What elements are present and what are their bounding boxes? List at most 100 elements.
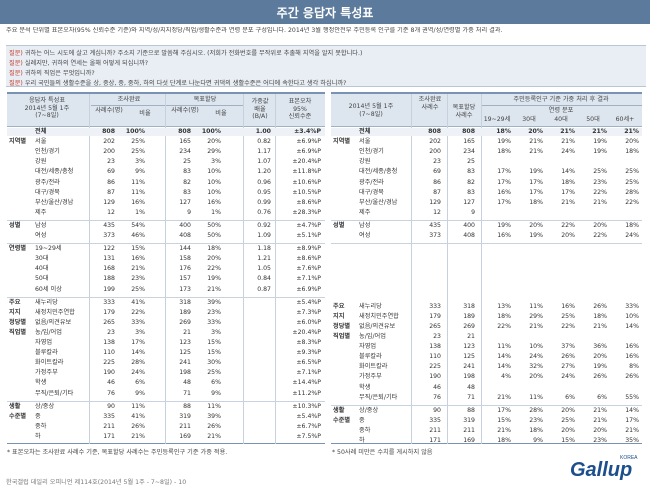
- row-label: 농/임/어업: [35, 328, 62, 336]
- cell-age-pct: 18%: [625, 148, 639, 156]
- cell-sample: 199: [103, 285, 115, 293]
- cell-sample: 131: [103, 255, 115, 263]
- table-row: 제주 12 9: [331, 209, 642, 217]
- cell-sample-pct: 25%: [131, 148, 145, 156]
- cell-age-pct: 18%: [529, 426, 543, 434]
- cell-age-pct: 6%: [565, 393, 575, 401]
- row-label: 50대: [35, 275, 49, 283]
- cell-age-pct: 21%: [529, 138, 543, 146]
- cell-target-pct: 23%: [207, 308, 221, 316]
- row-label: 없음/의견유보: [359, 322, 396, 330]
- table-row: 하 171 169 18% 9% 15% 23% 35%: [331, 437, 642, 445]
- row-label: 인천/경기: [359, 148, 384, 156]
- cell-sample-pct: 25%: [131, 285, 145, 293]
- cell-age-pct: 21%: [529, 148, 543, 156]
- cell-sample-pct: 24%: [131, 369, 145, 377]
- row-label: 전체: [359, 128, 371, 135]
- cell-target: 125: [179, 349, 191, 357]
- row-group: 지지: [9, 308, 21, 316]
- cell-age-pct: 22%: [593, 232, 607, 239]
- row-label: 대전/세종/충청: [359, 168, 398, 176]
- cell-age-pct: 20%: [529, 373, 543, 381]
- row-label: 블루칼라: [359, 353, 382, 361]
- cell-age-pct: 17%: [529, 188, 543, 196]
- cell-weight: 1.17: [257, 148, 271, 156]
- cell-target-pct: 10%: [207, 188, 221, 196]
- cell-age-pct: 14%: [497, 363, 511, 371]
- table-row: 제주 12 1% 9 1% 0.76 ±28.3%P: [7, 209, 325, 217]
- cell-sample: 333: [429, 302, 441, 310]
- cell-sample: 200: [103, 148, 115, 156]
- cell-sample-pct: 22%: [131, 308, 145, 316]
- right-age-1: 19~29세: [483, 116, 511, 123]
- title-bar: 주간 응답자 특성표: [0, 0, 650, 24]
- table-row: 광주/전라 86 11% 82 10% 0.96 ±10.6%P: [7, 179, 325, 187]
- table-row: 가정주부 190 24% 198 25% ±7.1%P: [7, 369, 325, 377]
- cell-sample: 335: [429, 416, 441, 424]
- cell-target: 165: [179, 138, 191, 146]
- cell-age-pct: 22%: [561, 221, 575, 229]
- row-group: 성별: [9, 221, 21, 229]
- cell-age-pct: 21%: [625, 426, 639, 434]
- cell-target: 127: [179, 198, 191, 206]
- cell-sample-pct: 15%: [131, 245, 145, 253]
- cell-sample: 90: [433, 406, 441, 414]
- cell-sample: 211: [429, 426, 441, 434]
- right-table: 2014년 5월 1주 (7~8일) 조사완료 사례수 목표할당 사례수 주민등…: [331, 92, 642, 444]
- cell-sample-pct: 3%: [135, 328, 145, 336]
- row-label: 부산/울산/경남: [359, 198, 398, 206]
- table-row: 중하 211 211 21% 18% 20% 20% 21%: [331, 427, 642, 435]
- cell-error: ±6.7%P: [296, 422, 321, 430]
- cell-weight: 0.76: [257, 208, 271, 216]
- cell-age-pct: 27%: [561, 363, 575, 371]
- cell-age-pct: 11%: [529, 393, 543, 401]
- cell-age-pct: 19%: [593, 138, 607, 146]
- cell-sample: 171: [103, 432, 115, 440]
- cell-error: ±8.6%P: [296, 255, 321, 263]
- cell-age-pct: 19%: [593, 148, 607, 156]
- cell-target-pct: 29%: [207, 148, 221, 156]
- cell-target-pct: 25%: [207, 369, 221, 377]
- cell-age-pct: 25%: [625, 178, 639, 186]
- row-label: 대전/세종/충청: [35, 168, 74, 176]
- table-row: 직업별 농/임/어업 23 21: [331, 333, 642, 341]
- row-divider: [7, 400, 325, 402]
- cell-weight: 1.05: [257, 265, 271, 273]
- row-label: 화이트칼라: [359, 363, 388, 371]
- row-label: 가정주부: [359, 373, 382, 381]
- cell-error: ±7.6%P: [296, 265, 321, 273]
- row-label: 강원: [359, 158, 371, 166]
- cell-sample: 23: [433, 158, 441, 166]
- cell-target: 127: [463, 198, 475, 206]
- cell-error: ±20.4%P: [292, 328, 321, 336]
- cell-age-pct: 18%: [529, 198, 543, 206]
- cell-age-pct: 24%: [561, 148, 575, 156]
- left-weight-col: 가중값 배율 (B/A): [251, 98, 269, 120]
- page-title: 주간 응답자 특성표: [276, 6, 374, 20]
- cell-age-pct: 17%: [497, 198, 511, 206]
- cell-age-pct: 24%: [529, 353, 543, 361]
- cell-sample-pct: 14%: [131, 349, 145, 357]
- table-row: 수준별 중 335 41% 319 39% ±5.4%P: [7, 413, 325, 421]
- cell-age-pct: 22%: [593, 188, 607, 196]
- cell-age-pct: 18%: [625, 221, 639, 229]
- cell-target: 176: [179, 265, 191, 273]
- left-sample-count: 사례수(명): [95, 107, 123, 114]
- table-row: 생활 상/중상 90 11% 88 11% ±10.3%P: [7, 403, 325, 411]
- row-label: 30대: [35, 255, 49, 263]
- cell-weight: 0.82: [257, 138, 271, 146]
- row-group: 지역별: [333, 138, 351, 146]
- row-label: 블루칼라: [35, 349, 58, 357]
- cell-error: ±6.5%P: [296, 359, 321, 367]
- table-row: 정당별 없음/의견유보 265 269 22% 21% 22% 21% 14%: [331, 323, 642, 331]
- table-row: 지지 새정치민주연합 179 189 18% 29% 25% 18% 10%: [331, 313, 642, 321]
- cell-age-pct: 24%: [561, 373, 575, 381]
- cell-target: 269: [179, 318, 191, 326]
- row-label: 60세 이상: [35, 285, 62, 293]
- cell-target: 198: [179, 369, 191, 377]
- cell-age-pct: 17%: [497, 168, 511, 176]
- cell-target: 318: [179, 298, 191, 306]
- cell-sample: 12: [107, 208, 115, 216]
- row-label: 서울: [35, 138, 47, 146]
- cell-weight: 0.87: [257, 285, 271, 293]
